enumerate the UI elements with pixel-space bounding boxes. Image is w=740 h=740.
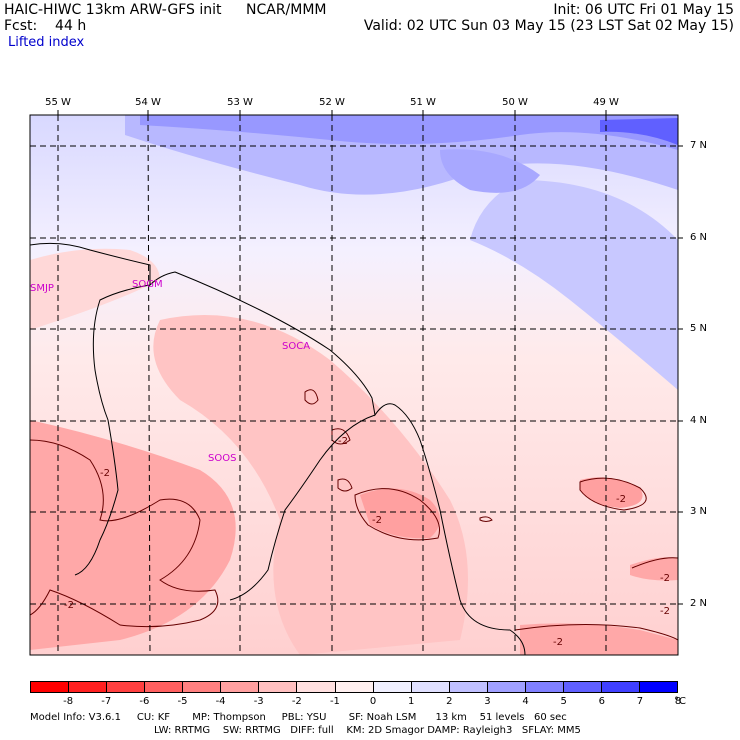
field-name: Lifted index xyxy=(8,35,85,50)
colorbar-tick-label: -4 xyxy=(215,696,226,707)
unstable-band xyxy=(153,315,469,655)
stable-core-2 xyxy=(600,118,678,145)
contour-label: -2 xyxy=(660,606,670,617)
stable-region xyxy=(125,115,678,195)
colorbar-tick-label: -7 xyxy=(101,696,112,707)
colorbar-tick-label: 1 xyxy=(407,696,415,707)
colorbar-tick-label: 0 xyxy=(369,696,377,707)
colorbar-tick-label: -6 xyxy=(139,696,150,707)
footer-model-info: Model Info: V3.6.1 CU: KF MP: Thompson P… xyxy=(30,712,567,723)
unstable-blob-3 xyxy=(520,623,678,655)
lon-label-53w: 53 W xyxy=(227,97,253,108)
unstable-blob-1 xyxy=(360,488,440,539)
graticule xyxy=(30,115,678,655)
model-title: HAIC-HIWC 13km ARW-GFS init xyxy=(4,2,222,18)
colorbar-tick-label: -2 xyxy=(291,696,302,707)
lat-label-5n: 5 N xyxy=(690,323,708,334)
colorbar-swatch xyxy=(107,682,146,692)
colorbar-tick-label: 5 xyxy=(560,696,567,707)
colorbar-tick-label: 4 xyxy=(522,696,529,707)
colorbar-tick-label: -8 xyxy=(63,696,74,707)
colorbar-swatch xyxy=(335,682,374,692)
colorbar-tick-label: 8 xyxy=(674,696,682,707)
lon-label-54w: 54 W xyxy=(135,97,161,108)
colorbar-swatch xyxy=(525,682,564,692)
lat-label-4n: 4 N xyxy=(690,415,708,426)
station-soca: SOCA xyxy=(282,341,311,352)
colorbar-swatch xyxy=(69,682,108,692)
contour-label: -2 xyxy=(64,600,74,611)
colorbar-swatch xyxy=(411,682,450,692)
lon-label-51w: 51 W xyxy=(410,97,436,108)
station-sogm: SOGM xyxy=(132,279,163,290)
station-smjp: SMJP xyxy=(30,283,54,294)
colorbar-swatch xyxy=(601,682,640,692)
colorbar-tick-label: -5 xyxy=(177,696,188,707)
axis-ticks xyxy=(57,110,683,605)
forecast-hour: Fcst: 44 h xyxy=(4,18,87,34)
colorbar-swatch xyxy=(31,682,70,692)
colorbar-tick-label: 3 xyxy=(484,696,491,707)
contour-label: -2 xyxy=(372,515,382,526)
lon-label-52w: 52 W xyxy=(319,97,345,108)
colorbar-swatch xyxy=(221,682,260,692)
org-label: NCAR/MMM xyxy=(246,2,327,18)
colorbar-swatch xyxy=(449,682,488,692)
lon-label-55w: 55 W xyxy=(45,97,71,108)
coastline xyxy=(30,242,526,655)
lon-label-49w: 49 W xyxy=(593,97,619,108)
contour-label: -2 xyxy=(660,573,670,584)
lon-label-50w: 50 W xyxy=(502,97,528,108)
stable-core xyxy=(140,115,678,150)
contour-label: -2 xyxy=(553,637,563,648)
colorbar xyxy=(30,681,678,693)
colorbar-tick-label: -3 xyxy=(253,696,264,707)
colorbar-swatch xyxy=(373,682,412,692)
stable-region-east xyxy=(470,180,678,390)
lat-label-7n: 7 N xyxy=(690,140,708,151)
valid-time: Valid: 02 UTC Sun 03 May 15 (23 LST Sat … xyxy=(363,18,734,34)
station-soos: SOOS xyxy=(208,453,237,464)
stable-blob xyxy=(440,149,540,193)
colorbar-swatch xyxy=(259,682,298,692)
colorbar-tick-label: 6 xyxy=(598,696,605,707)
unstable-region-nw xyxy=(30,248,160,330)
contour-lines xyxy=(30,389,678,641)
colorbar-tick-label: -1 xyxy=(329,696,340,707)
lat-label-3n: 3 N xyxy=(690,506,708,517)
colorbar-unit: °C xyxy=(674,696,686,707)
contour-label: -2 xyxy=(338,436,348,447)
colorbar-swatch xyxy=(297,682,336,692)
colorbar-swatch xyxy=(183,682,222,692)
map-frame xyxy=(29,114,679,656)
unstable-blob-2 xyxy=(580,477,643,508)
colorbar-swatch xyxy=(487,682,526,692)
contour-label: -2 xyxy=(616,494,626,505)
colorbar-tick-label: 7 xyxy=(636,696,644,707)
colorbar-swatch xyxy=(563,682,602,692)
init-time: Init: 06 UTC Fri 01 May 15 xyxy=(553,2,734,18)
unstable-region-sw xyxy=(30,420,236,650)
colorbar-swatch xyxy=(640,682,678,692)
contour-label: -2 xyxy=(100,468,110,479)
colorbar-tick-label: 2 xyxy=(446,696,453,707)
lat-label-6n: 6 N xyxy=(690,232,708,243)
footer-physics-info: LW: RRTMG SW: RRTMG DIFF: full KM: 2D Sm… xyxy=(154,725,581,736)
unstable-blob-4 xyxy=(630,557,678,581)
lat-label-2n: 2 N xyxy=(690,598,708,609)
colorbar-swatch xyxy=(145,682,184,692)
